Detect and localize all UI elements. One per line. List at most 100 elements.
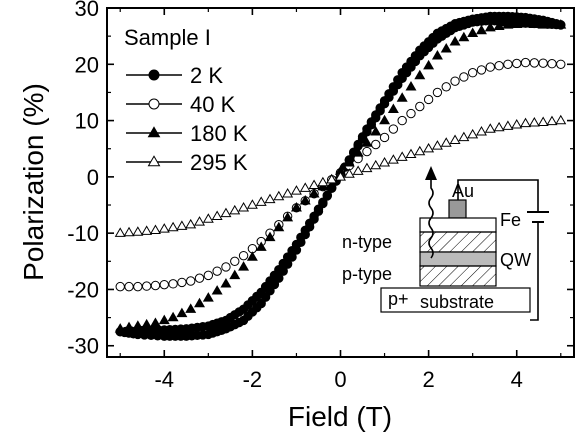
data-point [423,94,434,105]
data-point [159,279,169,290]
data-point [133,281,143,292]
data-point [238,202,250,212]
data-point [299,182,311,192]
data-point [238,250,249,261]
data-point [343,157,355,167]
legend-marker [147,126,161,138]
y-axis-label: Polarization (%) [18,83,49,281]
data-point [493,121,505,132]
data-point [158,314,170,325]
data-point [114,323,126,333]
data-point [290,185,302,195]
series-2-k [115,11,566,341]
data-point [149,317,161,327]
data-point [371,139,381,150]
data-point [194,297,206,308]
y-tick-label: 10 [75,109,99,134]
data-point [246,251,258,261]
y-axis: -30 -20 -10 0 10 20 30 [67,0,574,359]
data-point [431,50,443,60]
data-point [375,103,385,113]
data-point [556,59,566,69]
data-point [313,204,324,214]
data-point [202,213,214,223]
qw-layer [419,251,497,267]
data-point [123,321,135,332]
data-point [397,68,407,78]
legend-label: 180 K [190,121,248,146]
data-point [167,221,179,232]
data-point [246,199,258,209]
data-point [343,168,355,178]
x-axis: -4 -2 0 2 4 [119,8,562,392]
data-point [115,281,125,292]
n-type-label: n-type [342,232,392,252]
data-point [476,65,487,75]
data-point [264,193,276,204]
data-point [362,124,372,134]
data-point [432,87,443,98]
data-point [528,18,540,29]
data-point [141,225,153,235]
y-tick-label: 30 [75,0,99,21]
data-point [264,231,276,242]
p-type-layer [419,265,497,287]
y-tick-label: 20 [75,52,99,77]
data-point [440,137,452,147]
data-point [387,103,399,114]
data-point [396,151,408,161]
x-tick-label: 0 [334,367,346,392]
x-tick-label: 2 [422,367,434,392]
data-point [220,278,232,288]
data-point [212,266,222,276]
data-point [141,318,153,329]
data-point [167,311,179,322]
data-point [211,285,223,295]
data-point [484,21,496,32]
data-point [335,171,346,181]
data-point [357,132,368,142]
data-point [467,27,479,38]
data-point [177,277,187,288]
data-point [255,196,267,206]
data-point [366,117,377,127]
legend-entry: 295 K [126,150,248,175]
device-schematic-inset: Au Fe n-type QW p-type p+ substrate [342,166,549,321]
data-point [176,307,188,318]
data-point [150,280,161,291]
data-point [502,120,514,130]
data-point [371,110,381,120]
legend-marker [148,69,160,81]
data-point [238,261,250,271]
data-point [185,218,197,229]
emission-arrowhead-icon [425,166,437,180]
legend-marker [148,98,160,110]
data-point [124,281,134,292]
data-point [278,258,288,269]
data-point [185,303,197,313]
data-point [379,96,390,106]
data-point [299,195,311,205]
data-point [414,69,426,80]
data-point [467,68,478,78]
data-point [485,62,495,72]
data-point [475,24,487,35]
data-point [114,227,126,237]
data-point [396,92,408,102]
emission-wave-icon [428,176,434,259]
data-point [441,82,451,92]
series-295-k [114,114,567,237]
data-point [528,117,540,127]
data-point [203,270,214,281]
x-tick-label: 4 [511,367,523,392]
data-point [141,281,152,291]
data-point [229,204,241,215]
data-point [379,114,391,125]
data-point [255,241,267,251]
y-tick-label: 0 [87,165,99,190]
data-point [370,126,382,136]
data-point [296,232,306,243]
data-point [555,19,567,29]
data-point [475,126,487,136]
data-point [308,179,320,190]
